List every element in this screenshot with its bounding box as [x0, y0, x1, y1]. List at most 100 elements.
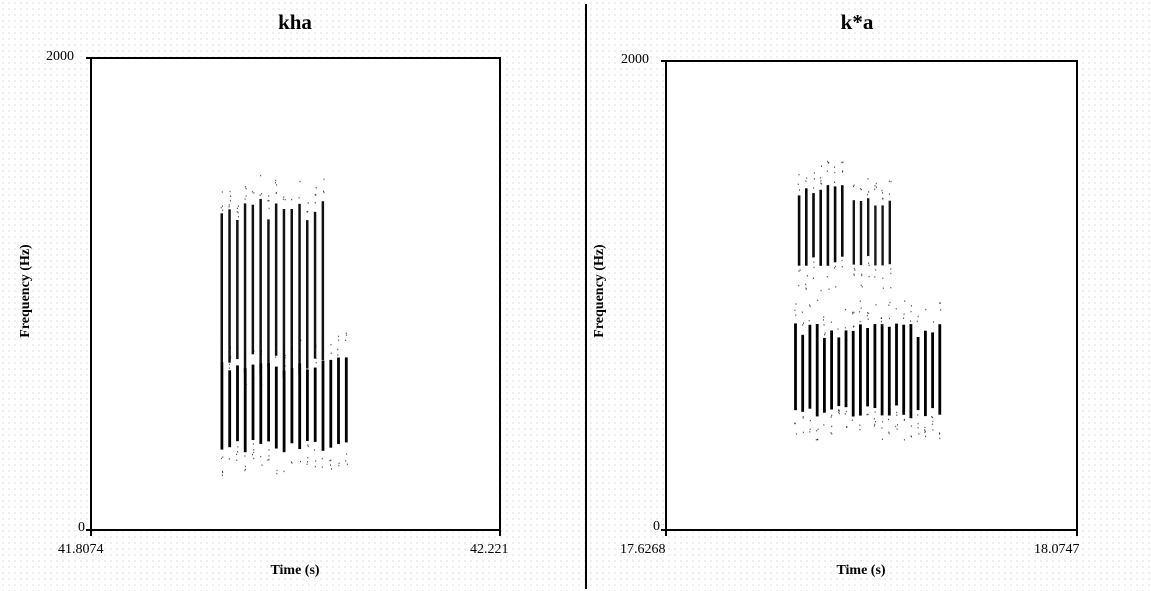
pulse-fringe-dot [259, 381, 261, 383]
y-tick-label-max: 2000 [621, 52, 649, 67]
pulse-fringe-dot [275, 179, 277, 182]
spectrogram-svg [220, 174, 348, 476]
pulse-fringe-dot [940, 309, 942, 311]
pulse-striation [830, 330, 833, 410]
pulse-fringe-dot [903, 439, 905, 441]
pulse-fringe-dot [805, 287, 807, 289]
pulse-fringe-dot [931, 416, 933, 419]
pulse-striation [290, 209, 293, 374]
pulse-fringe-dot [306, 463, 308, 465]
pulse-fringe-dot [230, 195, 232, 197]
pulse-fringe-dot [267, 459, 269, 461]
y-tick-label-max: 2000 [46, 49, 74, 64]
pulse-fringe-dot [824, 332, 826, 334]
pulse-fringe-dot [299, 180, 301, 183]
pulse-fringe-dot [821, 165, 822, 167]
pulse-fringe-dot [237, 211, 239, 214]
pulse-fringe-dot [831, 425, 833, 428]
y-tick-mark [86, 57, 91, 59]
pulse-fringe-dot [859, 429, 861, 431]
pulse-fringe-dot [867, 194, 869, 196]
pulse-striation [801, 334, 805, 412]
pulse-fringe-dot [323, 191, 325, 194]
pulse-fringe-dot [874, 188, 876, 190]
pulse-striation [931, 332, 934, 409]
pulse-fringe-dot [834, 171, 836, 174]
pulse-striation [852, 200, 855, 265]
pulse-fringe-dot [220, 206, 222, 209]
pulse-fringe-dot [260, 393, 261, 395]
pulse-fringe-dot [882, 287, 884, 289]
pulse-fringe-dot [845, 308, 846, 311]
pulse-fringe-dot [284, 382, 286, 384]
pulse-fringe-dot [867, 178, 869, 180]
energy-band [797, 160, 844, 292]
pulse-fringe-dot [228, 204, 230, 206]
energy-band [852, 178, 892, 289]
pulse-fringe-dot [252, 364, 254, 366]
pulse-striation [833, 186, 837, 263]
x-tick-label-end: 42.221 [470, 542, 509, 557]
pulse-fringe-dot [821, 183, 823, 185]
pulse-striation [251, 364, 255, 440]
pulse-fringe-dot [813, 187, 815, 189]
pulse-fringe-dot [330, 459, 332, 461]
pulse-fringe-dot [252, 368, 254, 370]
pulse-fringe-dot [868, 191, 870, 193]
pulse-fringe-dot [798, 270, 800, 272]
pulse-fringe-dot [861, 286, 863, 288]
pulse-fringe-dot [306, 387, 308, 389]
pulse-fringe-dot [237, 216, 239, 218]
pulse-fringe-dot [925, 308, 927, 311]
pulse-striation [306, 220, 309, 369]
pulse-striation [236, 365, 239, 442]
pulse-fringe-dot [805, 288, 807, 290]
pulse-striation [851, 330, 855, 417]
pulse-fringe-dot [823, 324, 825, 326]
pulse-fringe-dot [813, 261, 815, 263]
pulse-striation [259, 363, 263, 444]
pulse-fringe-dot [820, 289, 822, 292]
y-tick-mark [661, 60, 666, 62]
pulse-fringe-dot [860, 284, 862, 286]
chart-title: k*a [840, 10, 874, 34]
pulse-fringe-dot [805, 180, 807, 182]
pulse-fringe-dot [896, 428, 898, 430]
pulse-fringe-dot [842, 171, 843, 173]
pulse-fringe-dot [292, 393, 294, 396]
pulse-fringe-dot [873, 425, 875, 427]
pulse-fringe-dot [229, 190, 231, 193]
pulse-fringe-dot [268, 195, 270, 197]
pulse-fringe-dot [275, 356, 277, 358]
pulse-fringe-dot [221, 474, 223, 476]
pulse-striation [859, 201, 863, 266]
pulse-striation [220, 362, 224, 450]
pulse-fringe-dot [875, 420, 876, 423]
pulse-fringe-dot [252, 453, 253, 456]
x-tick-mark [1076, 530, 1078, 536]
pulse-fringe-dot [816, 430, 818, 432]
pulse-fringe-dot [888, 317, 890, 320]
pulse-fringe-dot [873, 418, 875, 420]
pulse-fringe-dot [337, 348, 339, 351]
pulse-fringe-dot [875, 304, 877, 306]
pulse-fringe-dot [290, 381, 292, 383]
x-axis-label: Time (s) [270, 563, 320, 578]
pulse-striation [274, 366, 278, 449]
pulse-fringe-dot [314, 449, 315, 451]
pulse-fringe-dot [838, 412, 840, 415]
pulse-fringe-dot [345, 332, 347, 334]
pulse-fringe-dot [291, 198, 293, 201]
pulse-fringe-dot [228, 367, 230, 369]
pulse-fringe-dot [236, 453, 238, 456]
pulse-striation [938, 324, 942, 415]
pulse-fringe-dot [924, 429, 926, 431]
y-tick-label-min: 0 [653, 519, 660, 534]
pulse-fringe-dot [854, 269, 856, 271]
y-axis-label: Frequency (Hz) [592, 244, 607, 338]
pulse-fringe-dot [798, 284, 800, 287]
pulse-fringe-dot [837, 328, 839, 330]
pulse-fringe-dot [903, 317, 905, 319]
pulse-fringe-dot [345, 339, 347, 342]
pulse-striation [251, 204, 255, 355]
